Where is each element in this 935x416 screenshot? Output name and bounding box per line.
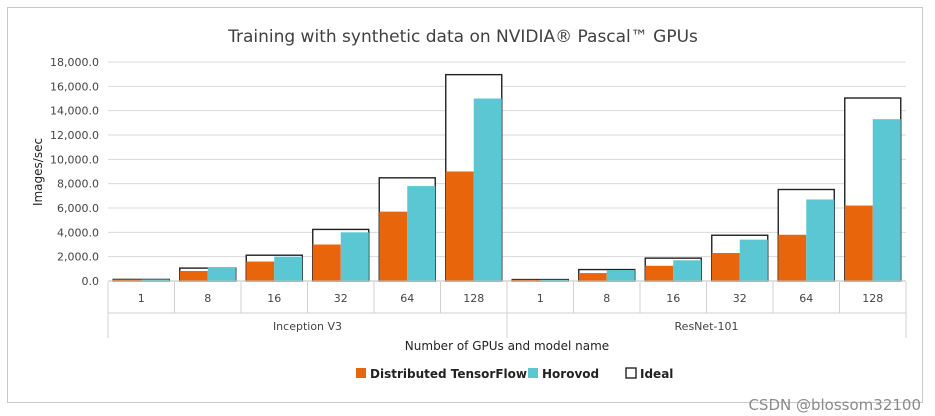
bar-distributed-tensorflow	[379, 211, 408, 281]
watermark: CSDN @blossom32100	[748, 396, 921, 414]
x-tick-label: 64	[400, 292, 414, 305]
y-tick-label: 0.0	[82, 275, 100, 288]
bar-horovod	[872, 119, 901, 281]
y-axis-ticks: 0.0 2,000.0 4,000.0 6,000.0 8,000.0 10,000.0 1…	[50, 56, 99, 288]
x-group-label: Inception V3	[273, 320, 342, 333]
bar-horovod	[806, 199, 835, 281]
y-tick-label: 8,000.0	[57, 178, 99, 191]
bar-horovod	[673, 260, 702, 281]
x-axis-title: Number of GPUs and model name	[405, 339, 609, 353]
x-tick-label: 1	[138, 292, 145, 305]
x-tick-label: 16	[666, 292, 680, 305]
x-tick-label: 8	[603, 292, 610, 305]
y-tick-label: 18,000.0	[50, 56, 99, 69]
bar-horovod	[340, 232, 369, 281]
y-tick-label: 4,000.0	[57, 226, 99, 239]
bar-distributed-tensorflow	[113, 279, 142, 281]
x-tick-label: 64	[799, 292, 813, 305]
bar-horovod	[141, 279, 170, 281]
y-tick-label: 10,000.0	[50, 153, 99, 166]
bar-horovod	[473, 98, 502, 281]
legend-swatch	[356, 368, 366, 378]
y-tick-label: 12,000.0	[50, 129, 99, 142]
x-tick-label: 32	[334, 292, 348, 305]
bar-distributed-tensorflow	[711, 253, 740, 281]
bar-horovod	[739, 239, 768, 281]
x-tick-label: 128	[862, 292, 883, 305]
y-tick-label: 14,000.0	[50, 105, 99, 118]
legend: Distributed TensorFlow Horovod Ideal	[356, 367, 673, 381]
bar-distributed-tensorflow	[778, 234, 807, 281]
y-tick-label: 16,000.0	[50, 80, 99, 93]
bar-horovod	[606, 270, 635, 281]
legend-swatch	[528, 368, 538, 378]
bars	[112, 73, 902, 282]
x-tick-label: 1	[537, 292, 544, 305]
legend-label: Ideal	[640, 367, 673, 381]
legend-label: Horovod	[542, 367, 599, 381]
bar-distributed-tensorflow	[512, 279, 541, 281]
x-group-label: ResNet-101	[675, 320, 739, 333]
chart-frame	[7, 7, 923, 403]
y-tick-label: 2,000.0	[57, 251, 99, 264]
legend-swatch	[625, 367, 637, 379]
bar-distributed-tensorflow	[645, 265, 674, 281]
bar-distributed-tensorflow	[179, 271, 208, 281]
x-tick-label: 32	[733, 292, 747, 305]
bar-distributed-tensorflow	[312, 244, 341, 281]
chart-title: Training with synthetic data on NVIDIA® …	[227, 27, 698, 47]
bar-distributed-tensorflow	[578, 273, 607, 281]
x-axis: 1 8 16 32 64 128 Inception V3 1 8 16 32 64 128 ResNet…	[107, 280, 907, 338]
bar-horovod	[407, 186, 436, 281]
bar-distributed-tensorflow	[445, 171, 474, 281]
x-tick-label: 128	[463, 292, 484, 305]
legend-label: Distributed TensorFlow	[370, 367, 527, 381]
bar-distributed-tensorflow	[246, 261, 275, 281]
x-tick-label: 16	[267, 292, 281, 305]
x-tick-label: 8	[204, 292, 211, 305]
y-tick-label: 6,000.0	[57, 202, 99, 215]
bar-horovod	[274, 256, 303, 281]
bar-horovod	[207, 267, 236, 281]
bar-distributed-tensorflow	[844, 205, 873, 281]
bar-horovod	[540, 279, 569, 281]
y-axis-title: Images/sec	[31, 138, 45, 206]
